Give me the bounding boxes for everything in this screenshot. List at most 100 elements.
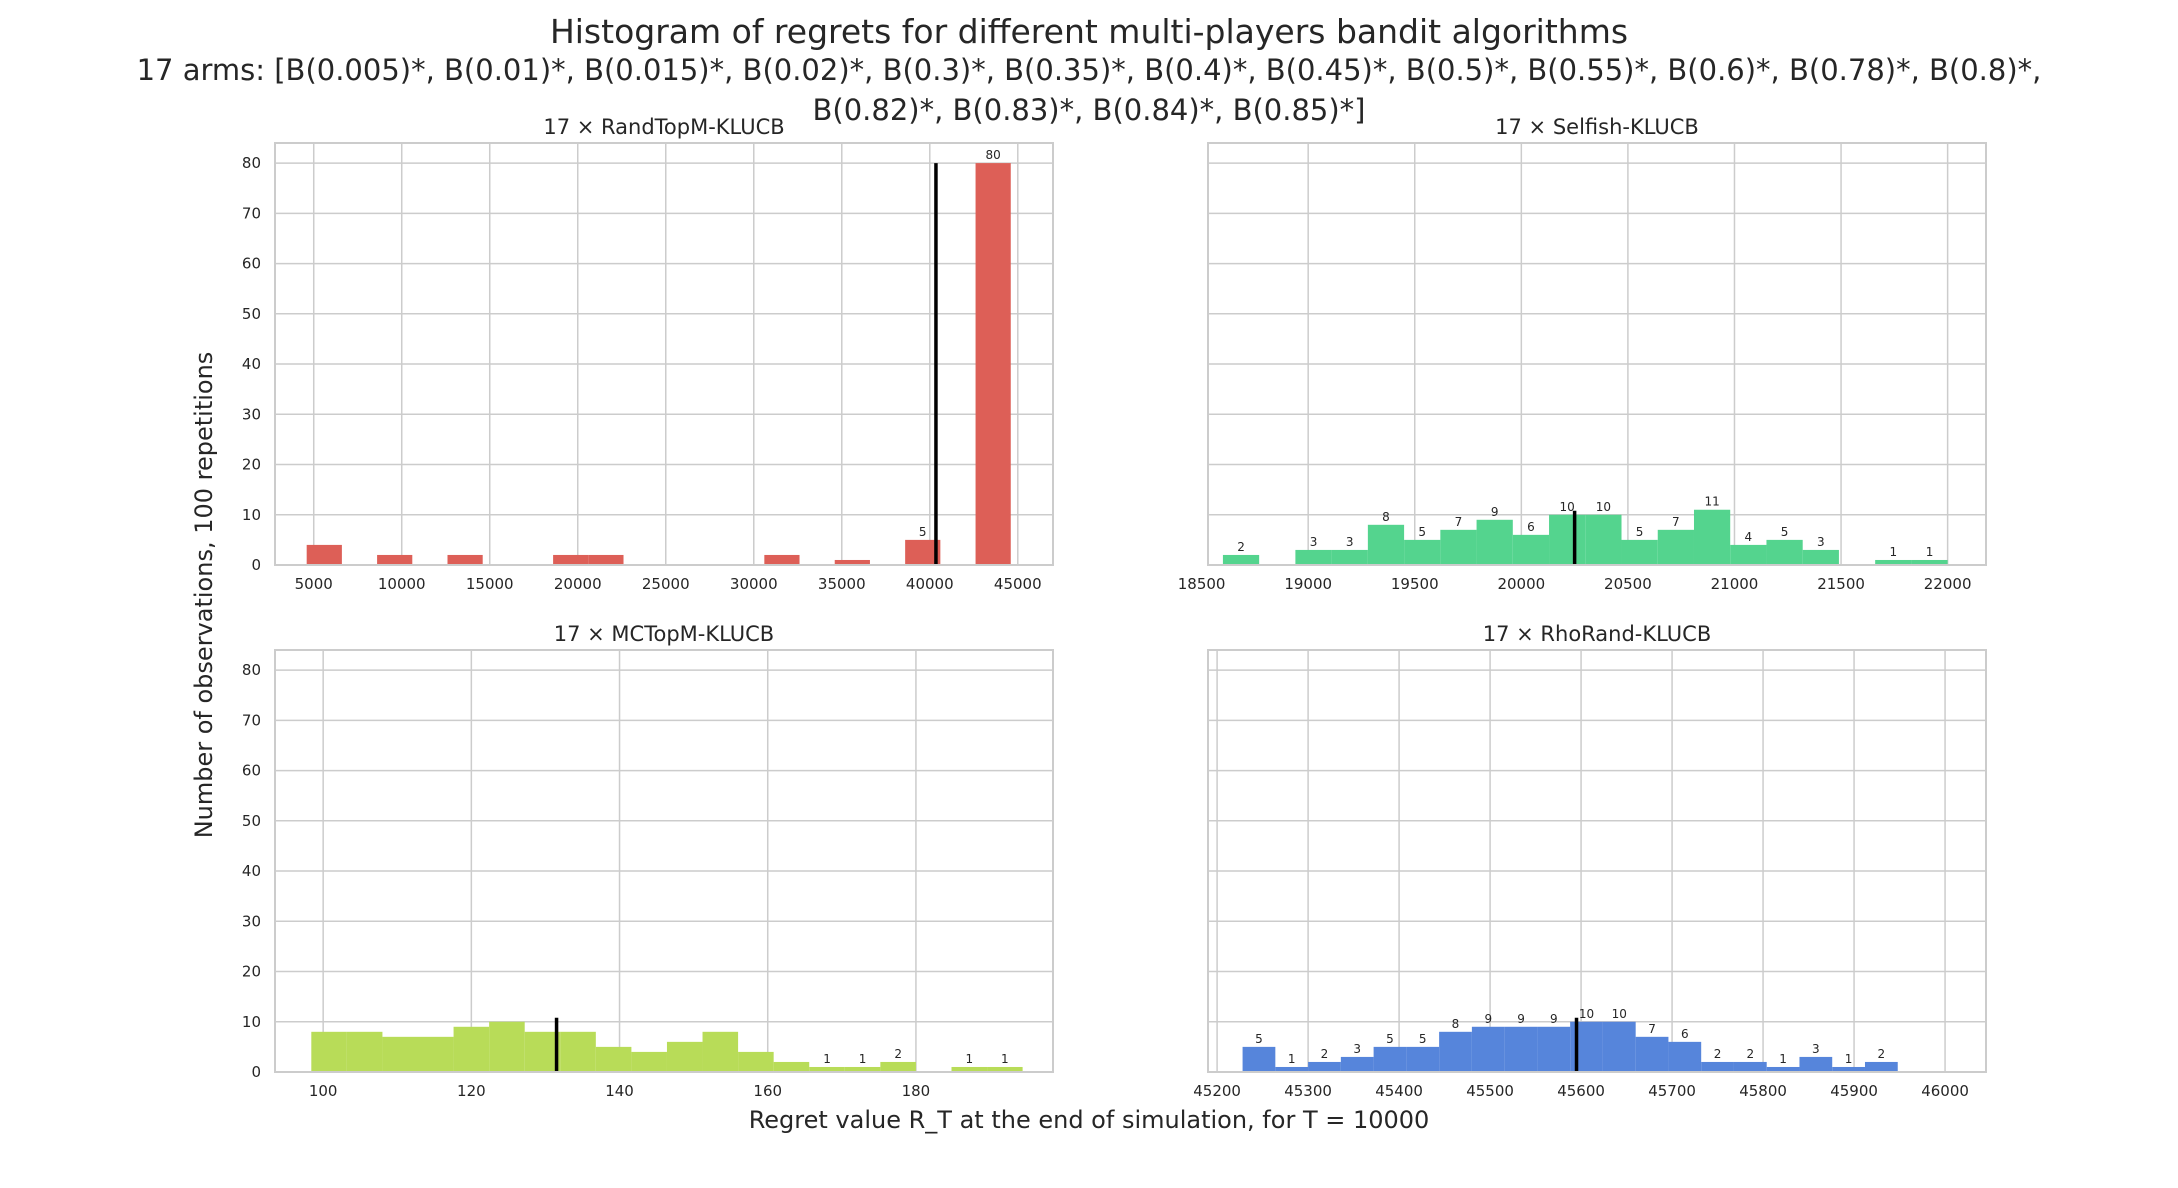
subplot-title: 17 × RhoRand-KLUCB [1483,622,1712,646]
histogram-bar [1799,1056,1833,1072]
histogram-bar [1367,524,1405,565]
y-tick-label: 80 [242,154,261,172]
x-tick-label: 160 [753,1082,782,1100]
histogram-bar [1875,559,1912,565]
x-tick-label: 45200 [1193,1082,1241,1100]
x-tick-label: 45500 [1466,1082,1514,1100]
y-tick-label: 80 [242,661,261,679]
x-tick-label: 21500 [1817,575,1865,593]
bar-count-label: 1 [1001,1052,1009,1066]
subplot-title: 17 × Selfish-KLUCB [1495,115,1699,139]
bar-count-label: 3 [1817,535,1825,549]
histogram-bar [1275,1066,1309,1072]
bar-count-label: 2 [1747,1047,1755,1061]
histogram-bar [773,1061,810,1072]
plot-frame [1207,649,1987,1073]
y-tick-label: 30 [242,912,261,930]
y-tick-label: 50 [242,305,261,323]
y-tick-label: 0 [251,1063,261,1081]
bar-count-label: 5 [1636,525,1644,539]
bar-count-label: 1 [859,1052,867,1066]
histogram-bar [1668,1041,1702,1072]
subplot-title: 17 × RandTopM-KLUCB [543,115,784,139]
histogram-bar [738,1051,774,1072]
x-tick-label: 5000 [295,575,333,593]
histogram-bar [975,163,1011,565]
histogram-bar [1308,1061,1341,1072]
histogram-bar [418,1036,454,1072]
y-tick-label: 0 [251,556,261,574]
x-tick-label: 45600 [1557,1082,1605,1100]
x-axis-label: Regret value R_T at the end of simulatio… [749,1106,1430,1134]
histogram-bar [1476,519,1513,565]
bar-count-label: 80 [986,148,1001,162]
subplot-4: 5 1 2 3 5 5 8 9 9 9 10 10 7 6 2 2 1 3 1 2 45200 45300 45400 455… [1193,622,1987,1100]
plot-frame [274,142,1054,566]
y-tick-label: 40 [242,862,261,880]
histogram-bar [1585,514,1622,565]
histogram-bar [1832,1066,1865,1072]
histogram-bar [1701,1061,1734,1072]
bar-count-label: 6 [1527,520,1535,534]
histogram-bar [1340,1056,1374,1072]
y-tick-label: 30 [242,405,261,423]
histogram-bar [1404,539,1441,565]
x-tick-label: 10000 [378,575,426,593]
bar-count-label: 2 [1714,1047,1722,1061]
subplot-title: 17 × MCTopM-KLUCB [554,622,774,646]
bar-count-label: 1 [1926,545,1934,559]
histogram-bar [666,1041,703,1072]
plot-frame [274,649,1054,1073]
histogram-bar [553,554,589,565]
histogram-bar [377,554,413,565]
bar-count-label: 9 [1484,1012,1492,1026]
histogram-bar [1440,529,1477,565]
x-tick-label: 45800 [1739,1082,1787,1100]
bar-count-label: 10 [1579,1007,1594,1021]
histogram-bar [560,1031,596,1072]
x-tick-label: 35000 [818,575,866,593]
histogram-bar [311,1031,347,1072]
y-tick-label: 70 [242,711,261,729]
histogram-bar [1766,1066,1800,1072]
bar-count-label: 8 [1452,1017,1460,1031]
bar-count-label: 10 [1612,1007,1627,1021]
histogram-bar [1242,1046,1276,1072]
bar-count-label: 10 [1596,500,1611,514]
bar-count-label: 5 [1255,1032,1263,1046]
histogram-bar [1730,544,1767,565]
histogram-bar [489,1021,525,1072]
histogram-bar [1635,1036,1669,1072]
x-tick-label: 20000 [554,575,602,593]
histogram-bar [1733,1061,1767,1072]
bar-count-label: 3 [1346,535,1354,549]
bar-count-label: 1 [1779,1052,1787,1066]
histogram-bar [588,554,624,565]
histogram-bar [951,1066,988,1072]
x-tick-label: 30000 [730,575,778,593]
histogram-bar [1549,514,1586,565]
histogram-bar [1504,1026,1538,1072]
bar-count-label: 1 [1845,1052,1853,1066]
histogram-bar [1693,509,1731,565]
bar-count-label: 11 [1704,495,1719,509]
y-axis-label: Number of observations, 100 repetitions [190,352,218,839]
bar-count-label: 2 [1878,1047,1886,1061]
bar-count-label: 9 [1517,1012,1525,1026]
histogram-bar [1222,554,1260,565]
bar-count-label: 1 [965,1052,973,1066]
bar-count-label: 3 [1353,1042,1361,1056]
plot-frame [1207,142,1987,566]
histogram-bar [764,554,800,565]
x-tick-label: 45300 [1284,1082,1332,1100]
histogram-bar [524,1031,561,1072]
x-tick-label: 20000 [1497,575,1545,593]
histogram-bar [382,1036,419,1072]
bar-count-label: 1 [1288,1052,1296,1066]
bar-count-label: 1 [823,1052,831,1066]
subplot-3: 1 1 2 1 1 100 120 140 160 180 0 10 20 30 40 50 60 70 80 17 … [242,622,1054,1100]
y-tick-label: 10 [242,1013,261,1031]
